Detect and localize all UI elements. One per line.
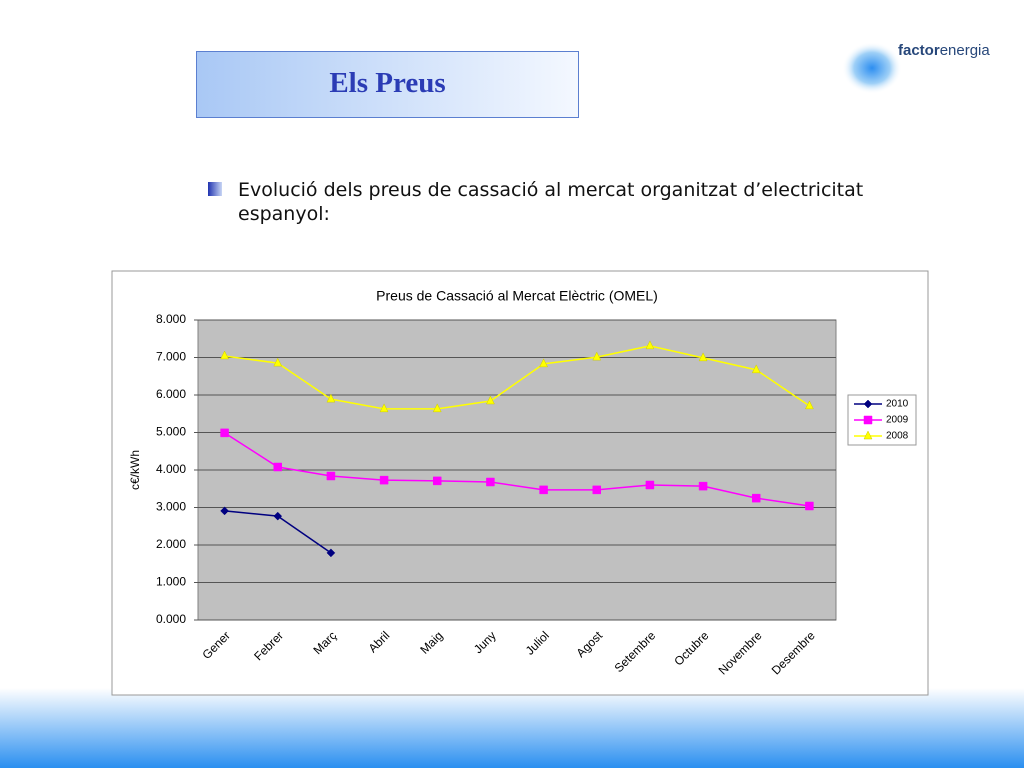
point [220,506,229,516]
y-tick-label: 7.000 [156,350,186,364]
point [539,358,548,368]
point [220,428,229,438]
point [751,364,761,374]
legend-label: 2008 [886,431,909,442]
point [805,501,814,511]
y-tick-label: 0.000 [156,612,186,626]
point [486,477,495,487]
y-tick-label: 3.000 [156,500,186,514]
y-tick-label: 6.000 [156,387,186,401]
point [273,462,282,472]
logo-normal: energia [939,42,990,59]
point [326,393,336,403]
point [486,395,495,405]
bullet-text: Evolució dels preus de cassació al merca… [238,179,864,225]
bullet [208,182,222,196]
logo-bold: factor [898,42,940,59]
y-tick-label: 8.000 [156,312,186,326]
point [326,548,336,558]
point [433,476,442,486]
logo-icon [842,42,902,94]
point [645,340,655,350]
series-line [224,432,810,507]
point [698,481,708,491]
point [432,403,442,413]
y-tick-label: 5.000 [156,425,186,439]
point [805,400,814,410]
legend-marker [863,415,873,425]
point [273,511,283,521]
chart-title: Preus de Cassació al Mercat Elèctric (OM… [376,288,658,304]
legend-marker [863,399,873,409]
footer-band [0,688,1024,768]
logo-text: factorenergia [898,42,990,59]
series-line [224,345,810,410]
y-tick-label: 2.000 [156,537,186,551]
point [379,403,389,413]
point [752,493,761,503]
point [273,357,283,367]
point [645,480,655,490]
point [379,475,389,485]
point [220,350,229,360]
y-axis-label: c€/kWh [128,450,142,490]
point [592,351,602,361]
legend-label: 2009 [886,415,909,426]
point [539,485,548,495]
point [698,352,708,362]
point [592,485,601,495]
title-box: Els Preus [196,51,579,118]
y-tick-label: 4.000 [156,462,186,476]
legend-marker [863,430,873,440]
point [326,471,336,481]
slide-title: Els Preus [329,67,446,99]
legend-label: 2010 [886,399,909,410]
y-tick-label: 1.000 [156,575,186,589]
